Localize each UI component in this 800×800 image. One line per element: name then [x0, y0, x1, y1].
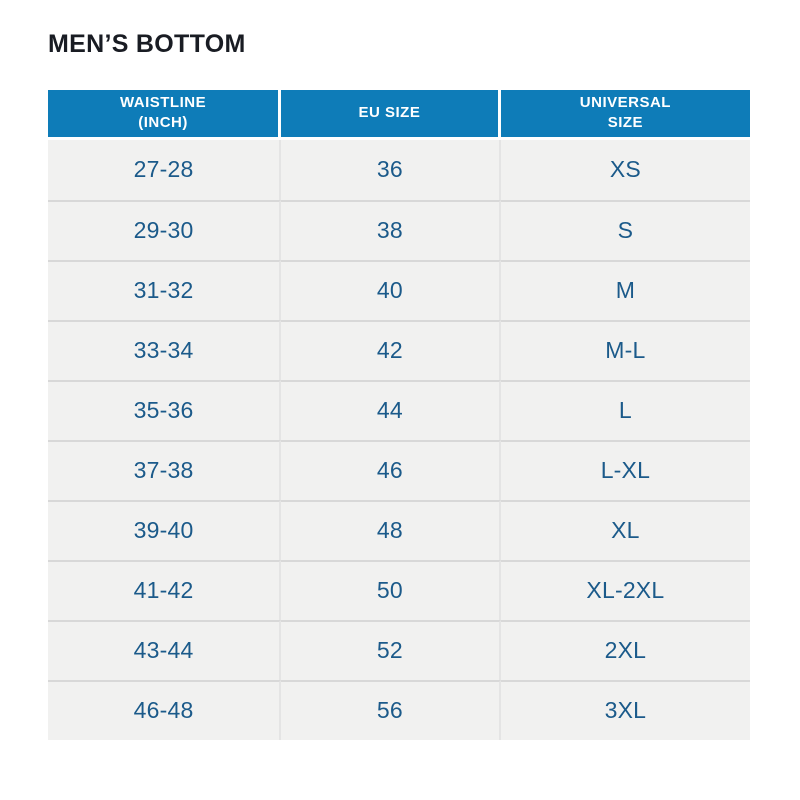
table-row: 29-30 38 S: [48, 199, 750, 260]
table-row: 37-38 46 L-XL: [48, 439, 750, 500]
table-row: 39-40 48 XL: [48, 499, 750, 560]
size-table: WAISTLINE (INCH) EU SIZE UNIVERSAL SIZE …: [48, 89, 750, 740]
column-header-universal-size: UNIVERSAL SIZE: [500, 89, 750, 140]
waistline-cell: 46-48: [48, 679, 282, 740]
waistline-cell: 41-42: [48, 559, 282, 620]
table-row: 33-34 42 M-L: [48, 319, 750, 380]
universal-size-cell: 2XL: [500, 619, 750, 680]
table-row: 35-36 44 L: [48, 379, 750, 440]
eu-size-cell: 56: [281, 679, 501, 740]
table-row: 43-44 52 2XL: [48, 619, 750, 680]
waistline-cell: 43-44: [48, 619, 282, 680]
table-row: 41-42 50 XL-2XL: [48, 559, 750, 620]
eu-size-cell: 50: [281, 559, 501, 620]
universal-size-cell: M: [500, 259, 750, 320]
eu-size-cell: 48: [281, 499, 501, 560]
eu-size-cell: 42: [281, 319, 501, 380]
waistline-cell: 31-32: [48, 259, 282, 320]
table-row: 27-28 36 XS: [48, 139, 750, 200]
eu-size-cell: 38: [281, 199, 501, 260]
waistline-cell: 37-38: [48, 439, 282, 500]
universal-size-cell: S: [500, 199, 750, 260]
eu-size-cell: 40: [281, 259, 501, 320]
universal-size-cell: L-XL: [500, 439, 750, 500]
column-header-waistline: WAISTLINE (INCH): [48, 89, 282, 140]
eu-size-cell: 46: [281, 439, 501, 500]
universal-size-cell: 3XL: [500, 679, 750, 740]
table-body: 27-28 36 XS 29-30 38 S 31-32 40 M 33-34 42 M-L 35-36…: [48, 139, 750, 740]
table-row: 46-48 56 3XL: [48, 679, 750, 740]
universal-size-cell: M-L: [500, 319, 750, 380]
universal-size-cell: L: [500, 379, 750, 440]
universal-size-cell: XL-2XL: [500, 559, 750, 620]
waistline-cell: 29-30: [48, 199, 282, 260]
waistline-cell: 35-36: [48, 379, 282, 440]
size-chart-page: MEN’S BOTTOM WAISTLINE (INCH) EU SIZE UN…: [48, 30, 750, 740]
page-title: MEN’S BOTTOM: [48, 30, 246, 58]
universal-size-cell: XL: [500, 499, 750, 560]
eu-size-cell: 36: [281, 139, 501, 200]
waistline-cell: 33-34: [48, 319, 282, 380]
column-header-eu-size: EU SIZE: [281, 89, 501, 140]
eu-size-cell: 44: [281, 379, 501, 440]
table-header-row: WAISTLINE (INCH) EU SIZE UNIVERSAL SIZE: [48, 89, 750, 140]
waistline-cell: 39-40: [48, 499, 282, 560]
waistline-cell: 27-28: [48, 139, 282, 200]
table-row: 31-32 40 M: [48, 259, 750, 320]
eu-size-cell: 52: [281, 619, 501, 680]
universal-size-cell: XS: [500, 139, 750, 200]
